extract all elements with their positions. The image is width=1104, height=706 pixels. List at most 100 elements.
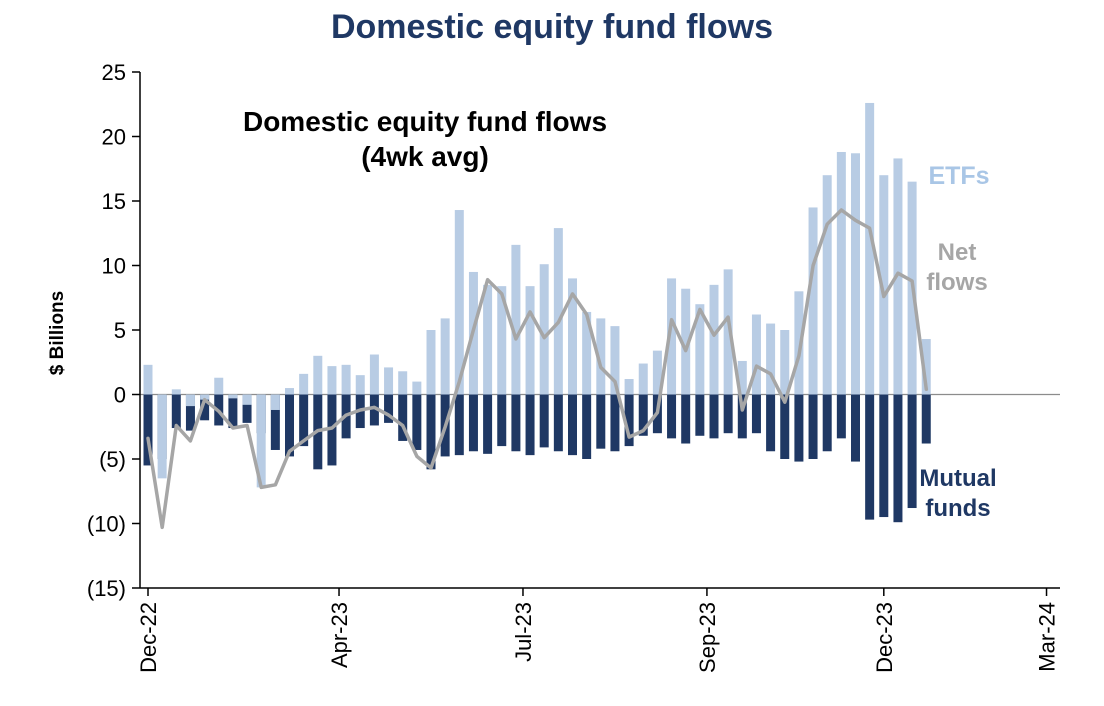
bar xyxy=(851,153,860,395)
bar xyxy=(200,394,210,421)
bar xyxy=(737,394,747,439)
y-tick-label: (15) xyxy=(87,576,126,601)
page-title: Domestic equity fund flows xyxy=(330,8,774,46)
bar xyxy=(525,286,535,395)
bar xyxy=(921,394,931,444)
bar xyxy=(596,318,606,395)
bar xyxy=(723,269,733,395)
bar xyxy=(808,207,818,395)
bar xyxy=(157,394,167,479)
bar xyxy=(143,394,153,466)
etf-series-label: ETFs xyxy=(928,162,990,190)
y-axis-title: $ Billions xyxy=(47,290,68,376)
bar xyxy=(497,394,507,447)
bar xyxy=(327,394,337,466)
bar xyxy=(384,394,394,423)
bar xyxy=(313,355,323,395)
bar xyxy=(299,373,309,395)
bar xyxy=(214,377,224,395)
bar xyxy=(794,291,804,395)
bar xyxy=(412,394,422,450)
bar xyxy=(171,394,181,429)
bar xyxy=(341,364,351,395)
bar xyxy=(709,284,719,395)
bar xyxy=(751,314,761,395)
bar xyxy=(865,394,875,520)
bar xyxy=(285,394,294,457)
y-tick-label: 0 xyxy=(114,383,126,408)
bar xyxy=(610,394,620,452)
bar xyxy=(822,175,832,395)
bar xyxy=(681,288,691,395)
chart-annotation-line1: Domestic equity fund flows xyxy=(242,106,608,137)
bar xyxy=(426,330,436,395)
bar xyxy=(638,394,648,436)
bar xyxy=(369,354,379,395)
bar xyxy=(582,394,592,459)
bar xyxy=(553,394,563,452)
bar xyxy=(879,394,889,518)
net-flows-series-label: Net flows xyxy=(901,238,1013,298)
x-tick-label: Dec-23 xyxy=(872,602,897,673)
bar xyxy=(921,339,931,395)
bar xyxy=(822,394,832,452)
bar xyxy=(766,323,776,395)
bar xyxy=(511,244,521,395)
bar xyxy=(497,286,507,395)
x-tick-label: Sep-23 xyxy=(695,602,720,673)
bar xyxy=(865,102,875,395)
bar xyxy=(539,264,549,395)
bar xyxy=(384,367,394,395)
mutual-funds-label-line1: Mutual xyxy=(919,465,997,492)
bar xyxy=(171,389,181,395)
bar xyxy=(780,330,790,395)
y-tick-label: (10) xyxy=(87,512,126,537)
bar xyxy=(836,151,846,395)
bar xyxy=(483,284,493,395)
bar xyxy=(751,394,761,434)
net-flows-label-line1: Net xyxy=(937,239,977,266)
y-tick-label: 15 xyxy=(102,189,126,214)
bar xyxy=(539,394,549,448)
bar xyxy=(242,394,252,405)
bar xyxy=(270,394,280,410)
net-flows-line xyxy=(146,208,929,530)
bar xyxy=(780,394,790,459)
bar xyxy=(709,394,719,439)
bar xyxy=(667,394,677,439)
bar xyxy=(426,394,436,470)
bar xyxy=(299,394,309,447)
bar xyxy=(242,394,252,423)
bar xyxy=(454,394,464,456)
bar xyxy=(143,364,153,395)
bar xyxy=(412,381,422,395)
bar xyxy=(525,394,535,456)
bar xyxy=(723,394,733,434)
bar xyxy=(398,394,408,441)
bar xyxy=(270,394,280,450)
bar xyxy=(327,366,337,395)
mutual-funds-series-label: Mutual funds xyxy=(896,464,1020,524)
bar xyxy=(667,278,677,395)
mutual-funds-label-line2: funds xyxy=(925,495,991,522)
bar xyxy=(355,375,365,395)
bar xyxy=(440,318,450,395)
bar xyxy=(256,394,266,488)
bar xyxy=(568,394,577,456)
bar xyxy=(483,394,493,454)
x-tick-label: Dec-22 xyxy=(136,602,161,673)
bar xyxy=(638,363,648,395)
bar xyxy=(610,326,620,395)
bar xyxy=(851,394,860,462)
x-tick-label: Apr-23 xyxy=(327,602,352,668)
bar xyxy=(808,394,818,459)
bar xyxy=(737,360,747,395)
bar xyxy=(652,350,662,395)
bar xyxy=(369,394,379,426)
bar xyxy=(681,394,691,444)
bar xyxy=(794,394,804,462)
bar xyxy=(766,394,776,452)
net-flows-label-line2: flows xyxy=(926,269,988,296)
